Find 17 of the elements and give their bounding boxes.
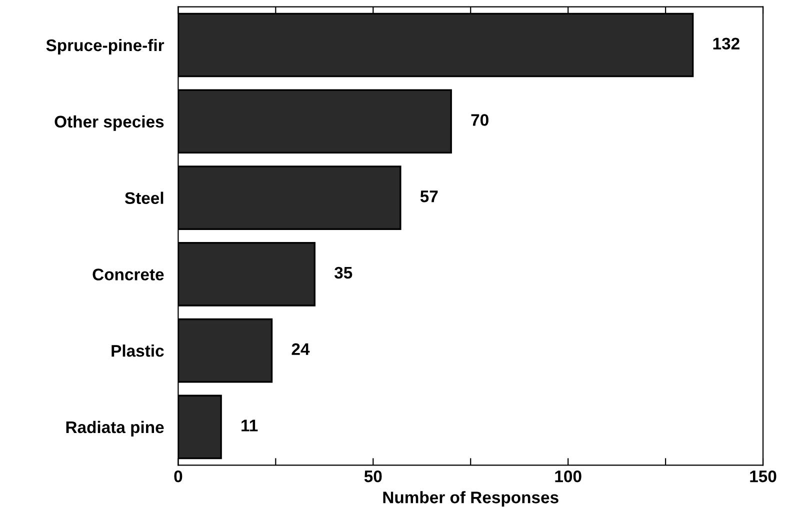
y-tick-label: Plastic [112,344,164,357]
x-axis-title: Number of Responses [383,491,558,507]
x-tick-label: 0 [174,470,182,482]
y-tick-label: Steel [124,192,164,204]
data-label: 11 [242,420,258,432]
x-tick-label: 100 [555,470,582,482]
data-label: 132 [713,38,740,50]
data-label: 35 [334,266,352,279]
data-label: 70 [471,114,488,126]
x-tick-label: 50 [364,470,382,482]
y-tick-label: Spruce-pine-fir [46,38,164,55]
data-label: 57 [420,190,438,202]
y-tick-label: Radiata pine [66,420,164,436]
x-tick-label: 150 [750,470,776,482]
y-tick-label: Other species [54,115,164,131]
y-tick-label: Concrete [92,268,164,280]
data-label: 24 [292,343,310,355]
